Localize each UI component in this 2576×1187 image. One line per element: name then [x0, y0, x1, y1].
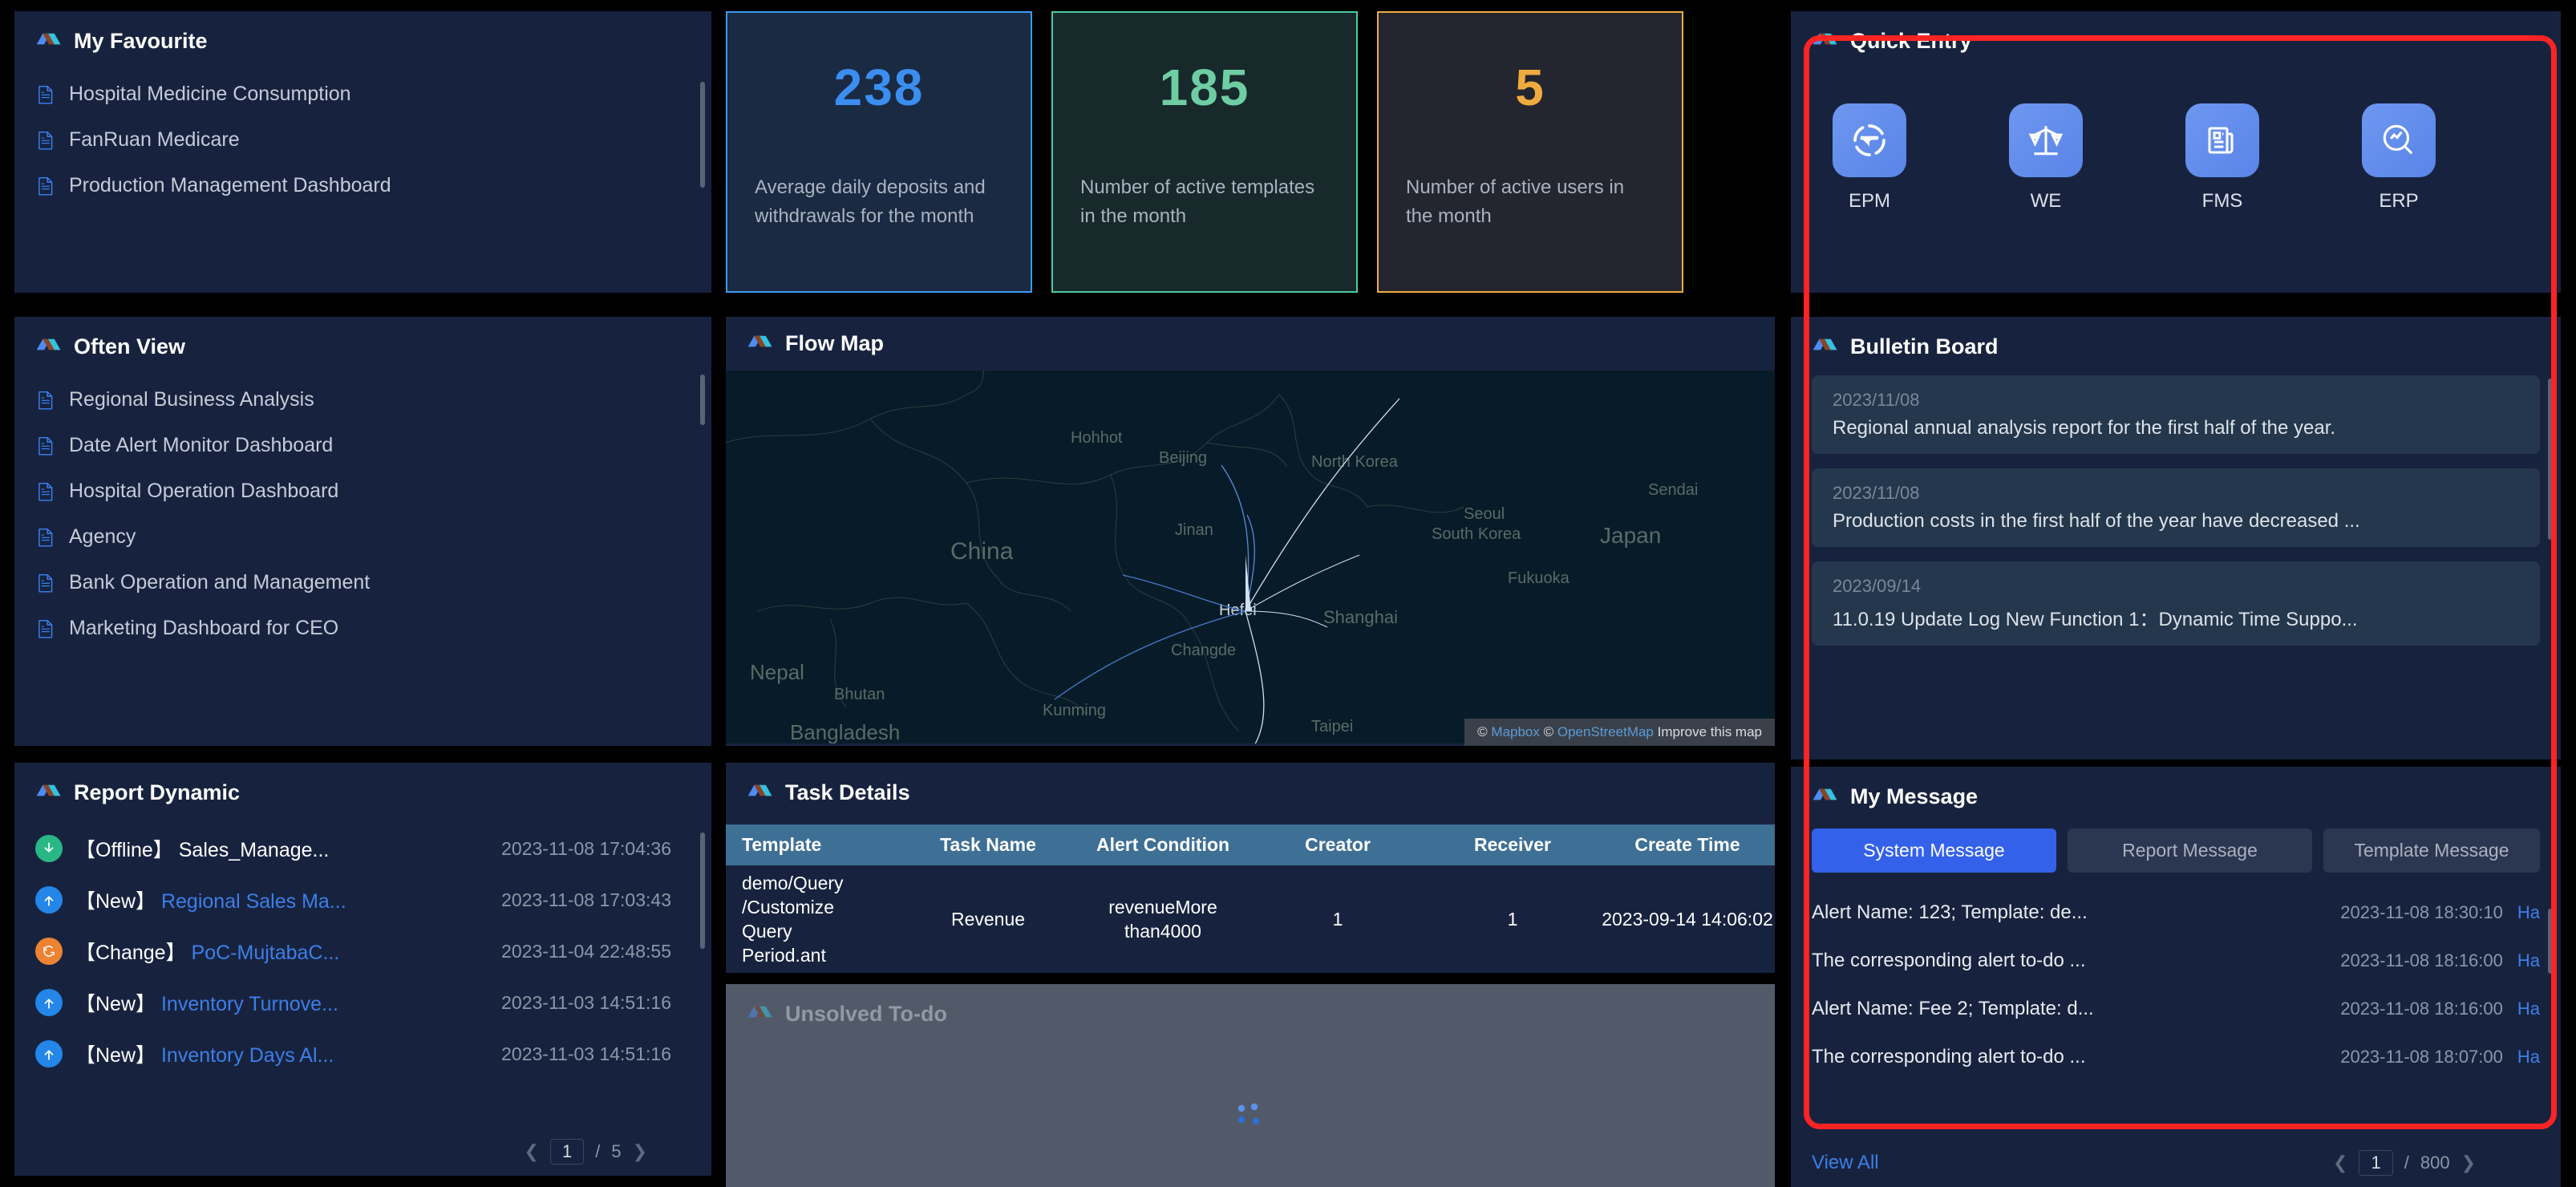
- svg-text:South Korea: South Korea: [1432, 525, 1521, 543]
- svg-text:Beijing: Beijing: [1159, 449, 1207, 467]
- svg-text:Nepal: Nepal: [750, 660, 804, 684]
- svg-text:Japan: Japan: [1600, 523, 1661, 548]
- svg-text:Taipei: Taipei: [1311, 718, 1353, 735]
- svg-text:China: China: [950, 538, 1014, 565]
- svg-text:Fukuoka: Fukuoka: [1508, 569, 1570, 587]
- svg-text:Jinan: Jinan: [1175, 521, 1213, 539]
- svg-text:Changde: Changde: [1171, 642, 1236, 659]
- svg-text:Hohhot: Hohhot: [1071, 429, 1123, 447]
- svg-text:Seoul: Seoul: [1464, 505, 1505, 523]
- svg-text:Sendai: Sendai: [1648, 481, 1698, 499]
- svg-text:North Korea: North Korea: [1311, 453, 1399, 471]
- svg-text:Shanghai: Shanghai: [1323, 607, 1398, 627]
- svg-text:Bangladesh: Bangladesh: [790, 720, 900, 743]
- svg-text:Kunming: Kunming: [1043, 702, 1106, 719]
- svg-text:Bhutan: Bhutan: [834, 686, 885, 703]
